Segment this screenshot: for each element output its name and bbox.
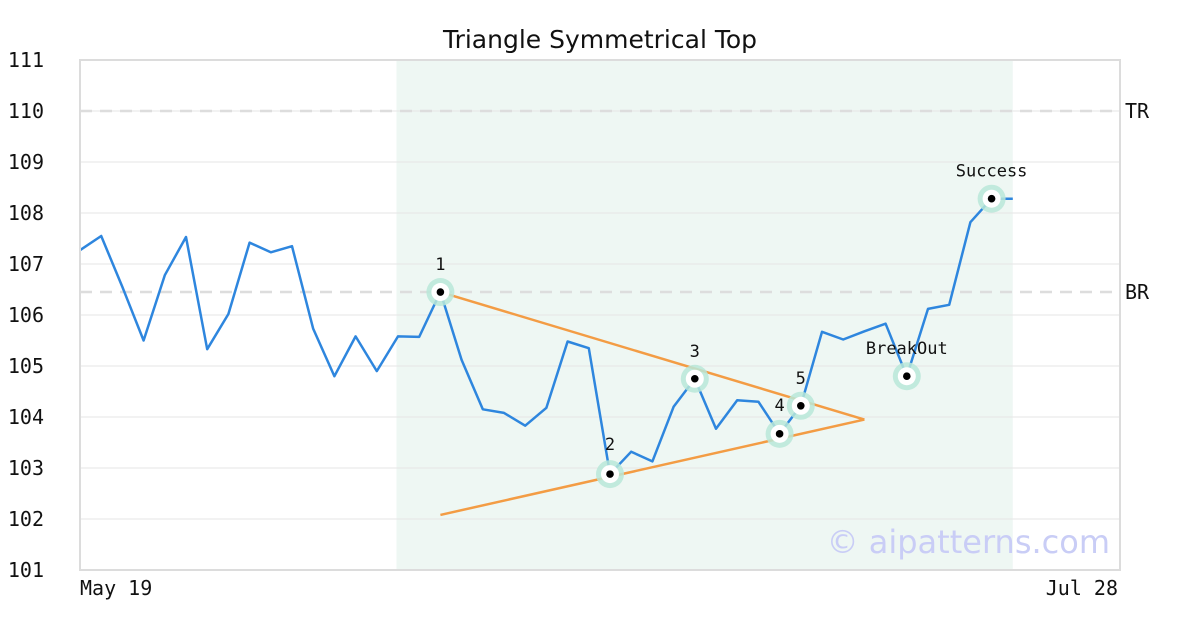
pivot-label: Success xyxy=(956,162,1028,182)
y-tick-label: 108 xyxy=(8,201,44,225)
chart-title: Triangle Symmetrical Top xyxy=(442,25,757,54)
y-tick-label: 101 xyxy=(8,558,44,582)
markers-layer: 1 2 3 45 BreakOut Success xyxy=(426,162,1028,489)
pivot-point xyxy=(691,374,699,383)
x-tick-label: Jul 28 xyxy=(1046,576,1118,600)
pivot-label: BreakOut xyxy=(866,339,948,359)
pivot-point xyxy=(775,430,784,438)
pivot-point xyxy=(987,194,996,203)
reference-label-tr: TR xyxy=(1125,99,1150,123)
pivot-point xyxy=(436,288,445,296)
series-layer xyxy=(79,197,1013,476)
pivot-point xyxy=(606,470,614,478)
y-tick-label: 109 xyxy=(8,150,44,174)
trendline xyxy=(440,418,865,517)
y-tick-label: 111 xyxy=(8,48,44,72)
y-tick-label: 102 xyxy=(8,507,44,531)
plot-frame xyxy=(79,59,1121,571)
y-tick-label: 110 xyxy=(8,99,44,123)
y-tick-label: 105 xyxy=(8,354,44,378)
reference-label-br: BR xyxy=(1125,280,1150,304)
y-tick-label: 104 xyxy=(8,405,44,429)
watermark: © aipatterns.com xyxy=(827,523,1110,561)
y-tick-label: 106 xyxy=(8,303,44,327)
y-tick-label: 103 xyxy=(8,456,44,480)
pivot-point xyxy=(797,401,805,410)
pivot-label: 2 xyxy=(605,435,615,455)
pivot-label: 1 xyxy=(435,255,445,275)
pivot-label: 3 xyxy=(690,342,700,362)
price-line xyxy=(79,197,1013,476)
axes-layer: 101 102 103 104 105 106 107 108 109 110 111 May 19 J… xyxy=(8,48,1121,600)
x-tick-label: May 19 xyxy=(80,576,152,600)
y-tick-label: 107 xyxy=(8,252,44,276)
pivot-point xyxy=(903,372,911,381)
pivot-label: 5 xyxy=(796,369,806,389)
reference-lines-layer: TR BR xyxy=(80,99,1150,304)
pivot-label: 4 xyxy=(774,396,784,416)
